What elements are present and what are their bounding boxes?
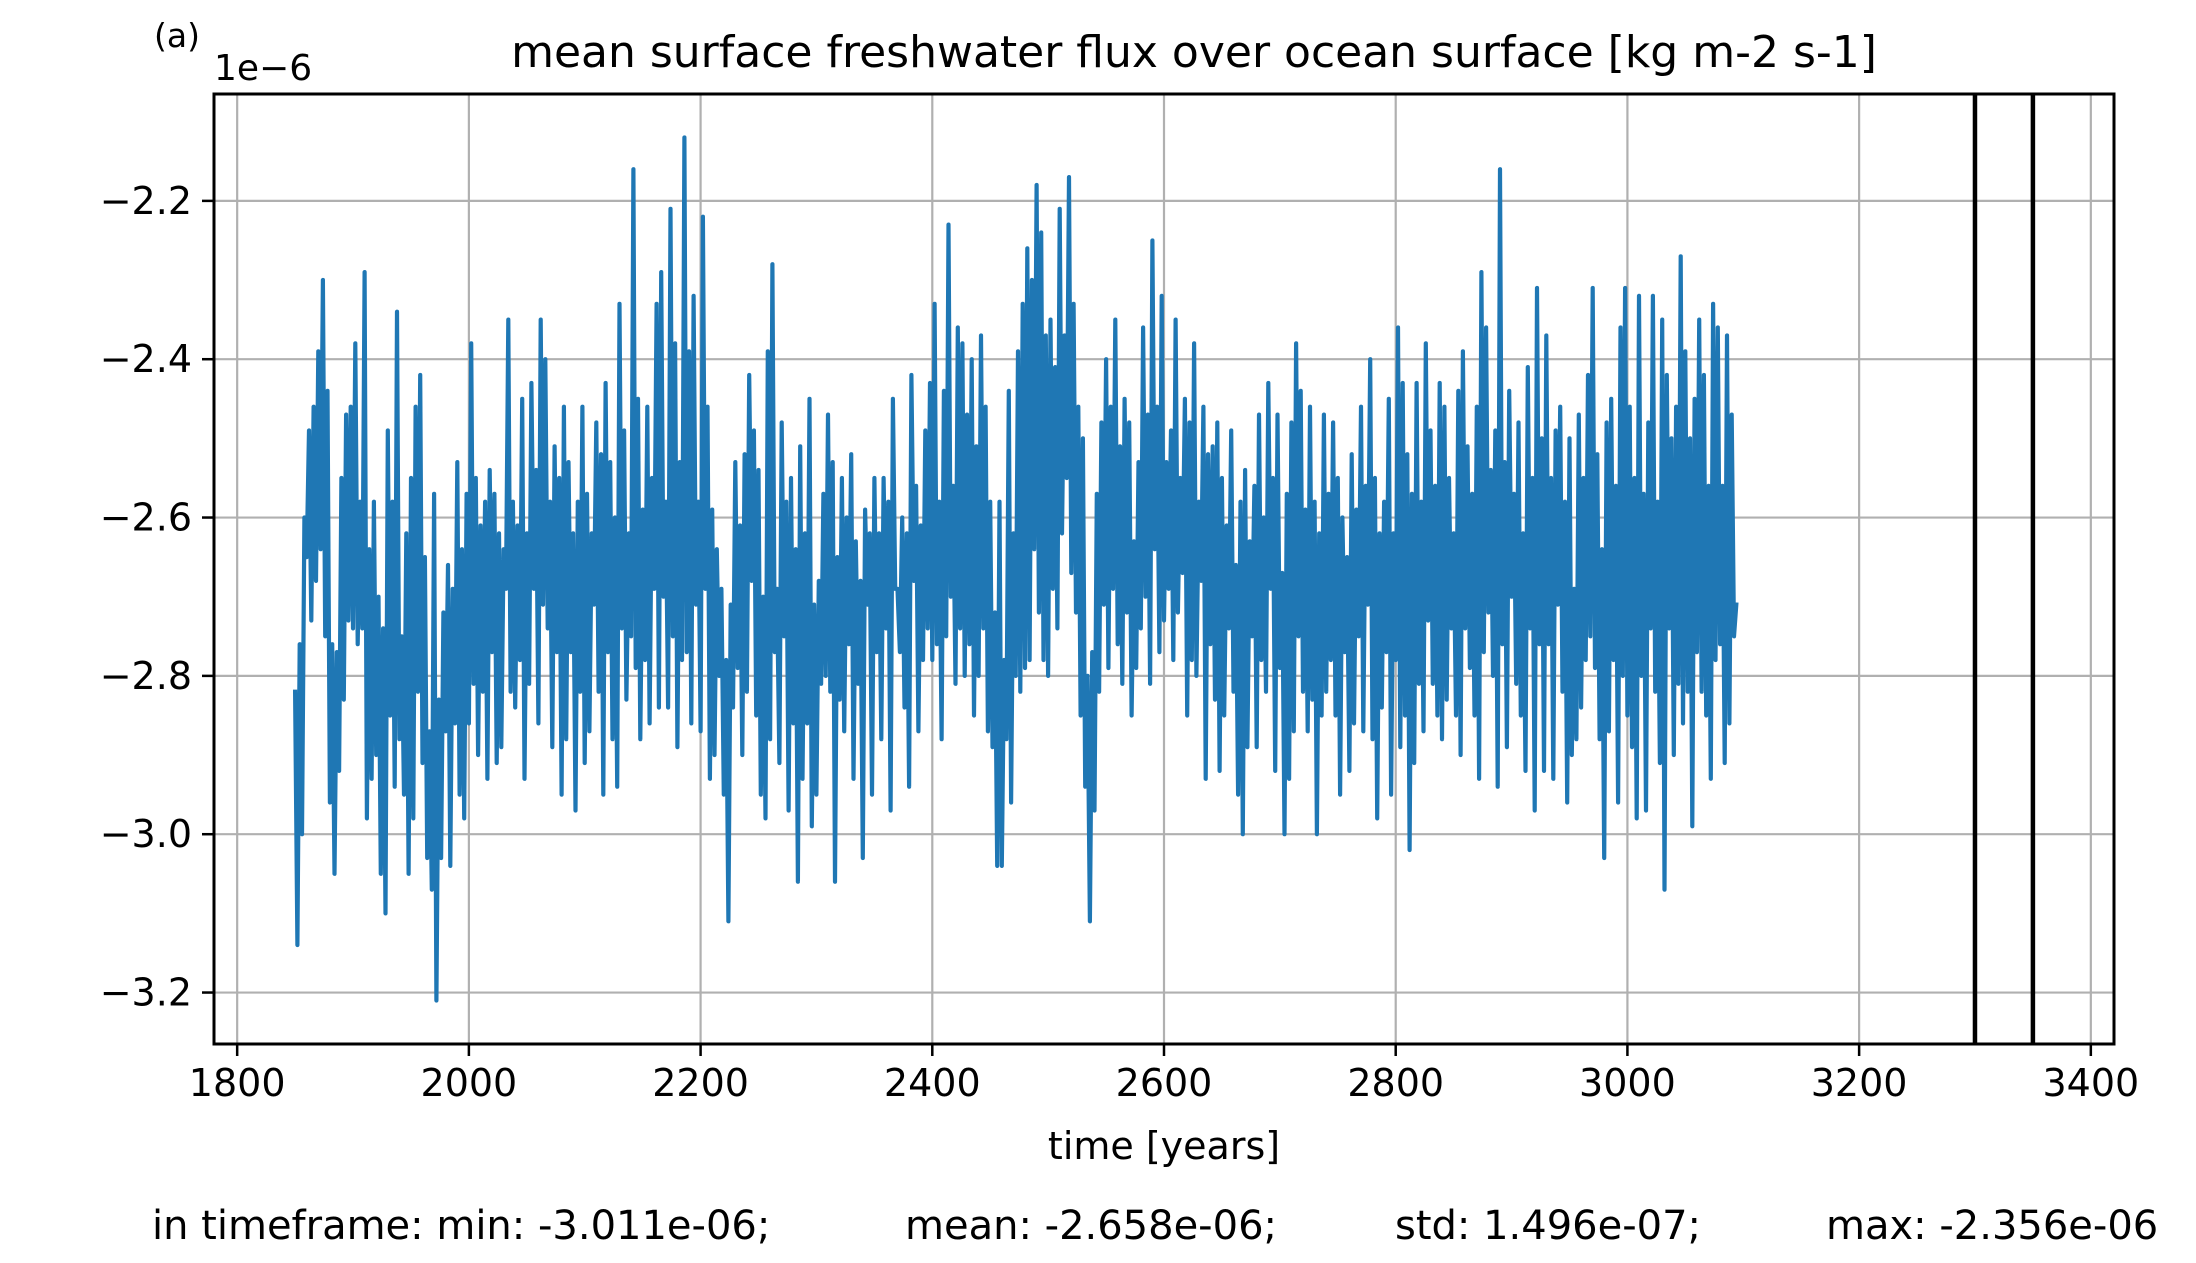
x-tick-label: 2800 [1347, 1061, 1444, 1105]
x-tick-label: 2000 [421, 1061, 518, 1105]
y-tick-label: −2.2 [100, 179, 192, 223]
x-tick-label: 1800 [189, 1061, 286, 1105]
series-line-0 [292, 135, 1739, 1003]
y-tick-label: −3.2 [100, 971, 192, 1015]
x-tick-label: 3000 [1579, 1061, 1676, 1105]
y-tick-label: −2.4 [100, 337, 192, 381]
stats-std: std: 1.496e-07; [1395, 1203, 1702, 1249]
x-tick-label: 3400 [2042, 1061, 2139, 1105]
x-tick-label: 2200 [652, 1061, 749, 1105]
x-tick-label: 2600 [1116, 1061, 1213, 1105]
axis-ticks: 1800 2000 2200 2400 2600 2800 3000 3200 3400 −3.2… [100, 179, 2139, 1105]
plot-data [292, 135, 1739, 1003]
panel-label: (a) [154, 16, 200, 55]
stats-max: max: -2.356e-06 [1826, 1203, 2159, 1249]
y-tick-label: −2.6 [100, 496, 192, 540]
stats-min: in timeframe: min: -3.011e-06; [152, 1203, 771, 1249]
y-tick-label: −2.8 [100, 654, 192, 698]
reference-lines [1972, 94, 2036, 1044]
y-axis-offset-text: 1e−6 [214, 48, 312, 89]
x-axis-label: time [years] [1048, 1124, 1280, 1168]
x-tick-label: 3200 [1811, 1061, 1908, 1105]
chart-title: mean surface freshwater flux over ocean … [511, 27, 1877, 78]
stats-mean: mean: -2.658e-06; [905, 1203, 1277, 1249]
y-tick-label: −3.0 [100, 812, 192, 856]
x-tick-label: 2400 [884, 1061, 981, 1105]
